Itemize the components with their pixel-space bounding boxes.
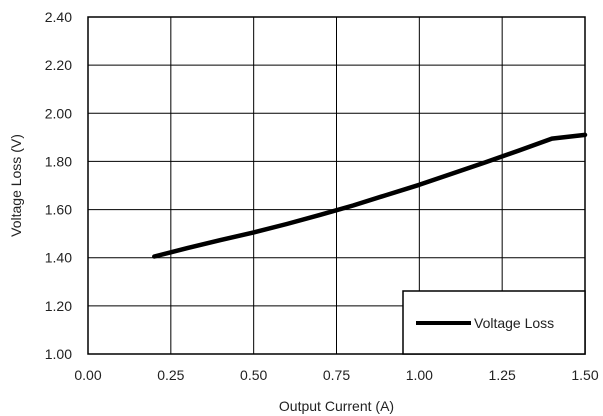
x-tick-label: 0.50	[240, 367, 267, 383]
series-layer	[152, 132, 588, 259]
y-tick-label: 1.00	[45, 346, 72, 362]
y-tick-label: 2.40	[45, 9, 72, 25]
x-tick-label: 0.75	[323, 367, 350, 383]
x-axis-tick-labels: 0.00 0.25 0.50 0.75 1.00 1.25 1.50	[74, 367, 598, 383]
y-axis-tick-labels: 1.00 1.20 1.40 1.60 1.80 2.00 2.20 2.40	[45, 9, 72, 362]
x-tick-label: 0.00	[74, 367, 101, 383]
legend-label-voltage-loss: Voltage Loss	[474, 315, 554, 331]
y-tick-label: 2.20	[45, 57, 72, 73]
x-tick-label: 1.50	[571, 367, 598, 383]
legend: Voltage Loss	[402, 290, 586, 355]
y-tick-label: 1.60	[45, 202, 72, 218]
x-tick-label: 1.25	[489, 367, 516, 383]
x-tick-label: 1.00	[406, 367, 433, 383]
y-tick-label: 1.80	[45, 153, 72, 169]
x-axis-title: Output Current (A)	[279, 398, 394, 414]
y-tick-label: 1.40	[45, 250, 72, 266]
y-tick-label: 2.00	[45, 105, 72, 121]
y-axis-title: Voltage Loss (V)	[8, 134, 24, 237]
x-tick-label: 0.25	[157, 367, 184, 383]
plot-area-frame	[87, 16, 586, 355]
y-tick-label: 1.20	[45, 298, 72, 314]
series-line-voltage-loss	[152, 132, 588, 259]
